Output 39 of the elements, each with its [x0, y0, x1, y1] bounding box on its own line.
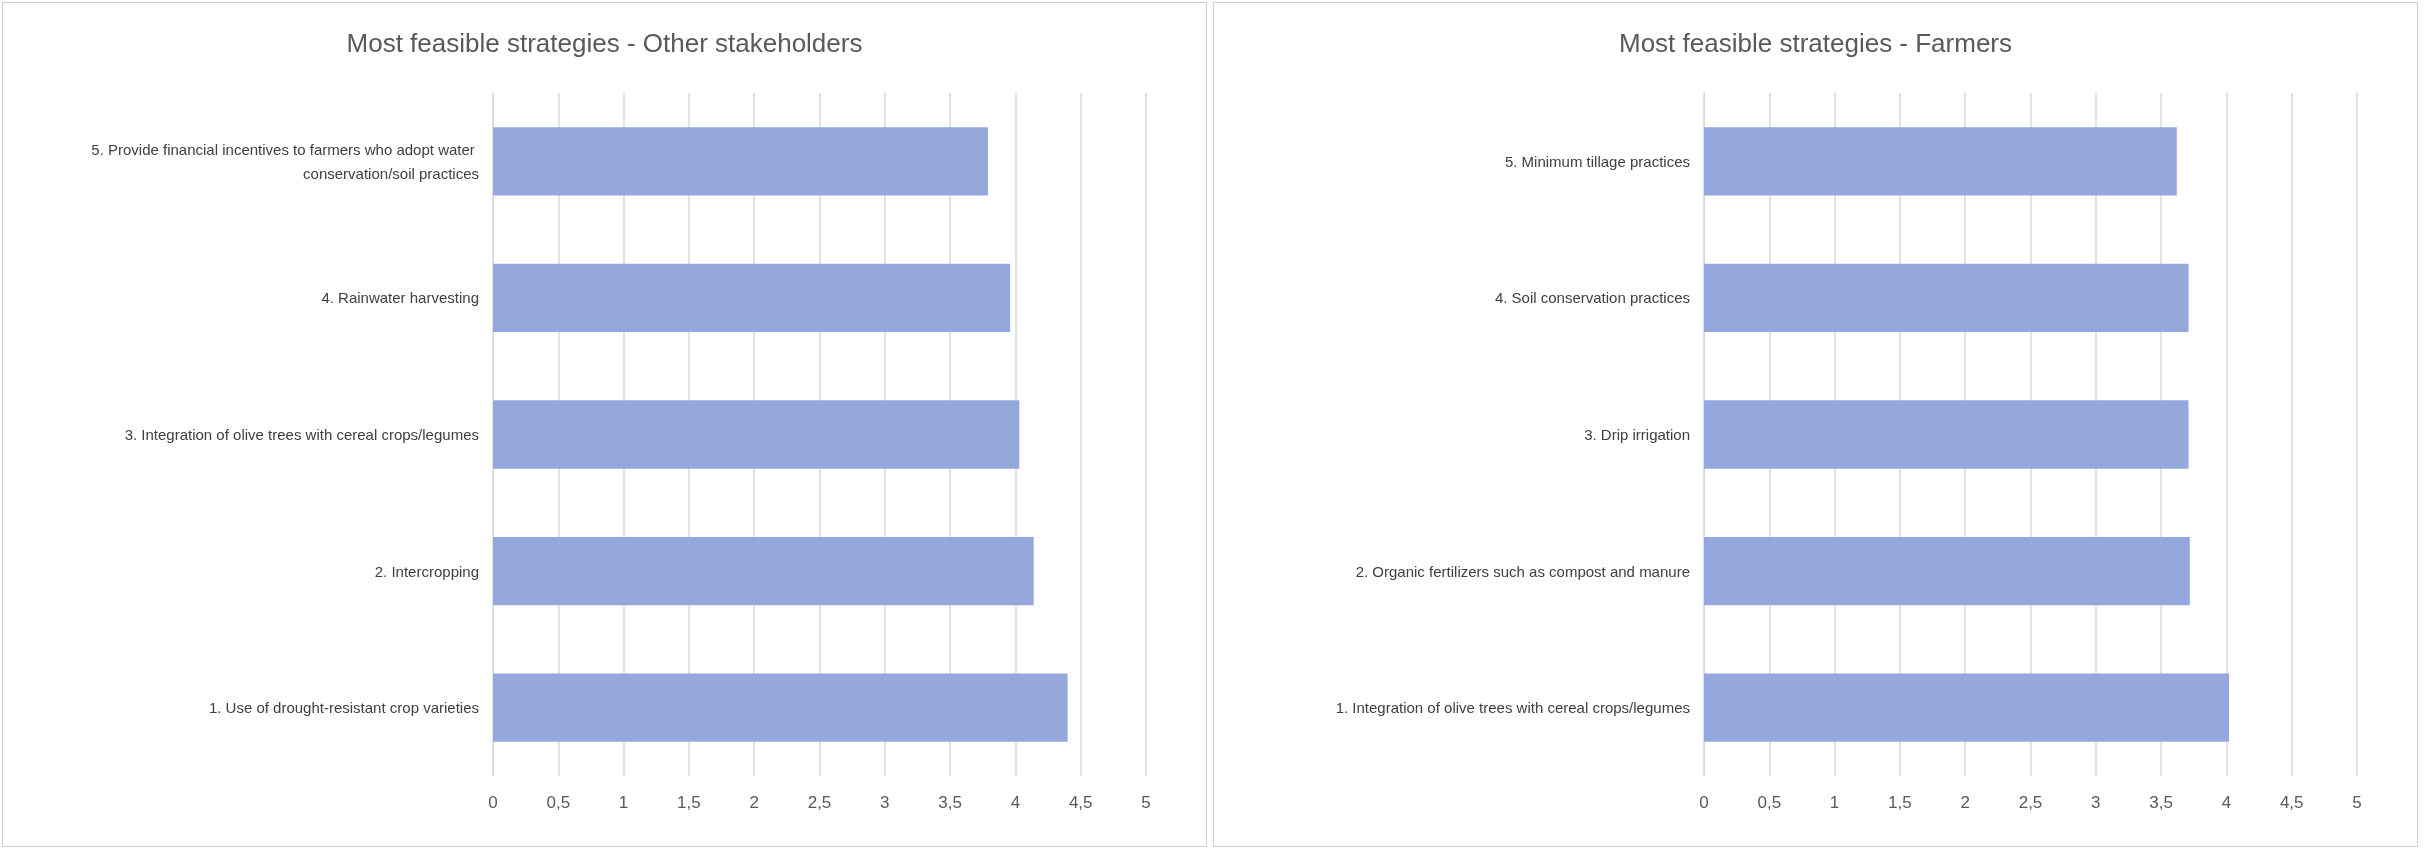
x-tick-label: 1,5 — [677, 793, 701, 812]
y-tick-label: 2. Organic fertilizers such as compost and manure — [1355, 562, 1690, 580]
chart-title: Most feasible strategies - Farmers — [1618, 28, 2013, 58]
x-tick-label: 3 — [880, 793, 890, 812]
chart-title: Most feasible strategies - Other stakeholders — [346, 28, 863, 58]
y-tick-label: 1. Use of drought-resistant crop varieties — [208, 699, 479, 717]
y-tick-label: 1. Integration of olive trees with cereal crops/legumes — [1335, 699, 1690, 717]
bar — [493, 673, 1068, 742]
y-tick-label: 3. Integration of olive trees with cereal crops/legumes — [124, 426, 479, 443]
y-tick-label: 3. Drip irrigation — [1584, 426, 1690, 443]
x-tick-label: 5 — [1141, 793, 1151, 812]
x-tick-label: 2 — [1960, 793, 1970, 812]
bar — [493, 263, 1011, 333]
bar — [493, 400, 1020, 469]
x-tick-label: 0 — [488, 793, 498, 812]
x-tick-label: 0 — [1699, 793, 1709, 812]
x-tick-label: 4 — [1010, 793, 1021, 812]
bar — [493, 536, 1034, 606]
x-tick-label: 5 — [2352, 793, 2362, 812]
x-tick-label: 4 — [2221, 793, 2232, 812]
bar — [493, 127, 988, 196]
x-tick-label: 3 — [2091, 793, 2101, 812]
x-tick-label: 4,5 — [2279, 793, 2304, 812]
x-tick-label: 0,5 — [546, 793, 571, 812]
y-tick-label: 4. Rainwater harvesting — [321, 289, 479, 307]
x-tick-label: 1 — [1829, 793, 1840, 812]
x-tick-label: 1,5 — [1888, 793, 1912, 812]
x-tick-label: 2,5 — [2018, 793, 2043, 812]
y-tick-label: 2. Intercropping — [374, 562, 479, 580]
x-tick-label: 0,5 — [1757, 793, 1782, 812]
x-tick-label: 3,5 — [938, 793, 962, 812]
y-tick-label: 5. Provide financial incentives to farmers who adopt water conservation/soil practices — [91, 140, 479, 182]
y-tick-label: 4. Soil conservation practices — [1494, 289, 1690, 307]
x-tick-label: 2,5 — [807, 793, 832, 812]
x-tick-label: 2 — [749, 793, 759, 812]
x-tick-label: 3,5 — [2149, 793, 2173, 812]
x-tick-label: 1 — [618, 793, 629, 812]
x-tick-label: 4,5 — [1068, 793, 1093, 812]
y-tick-label: 5. Minimum tillage practices — [1504, 152, 1690, 170]
